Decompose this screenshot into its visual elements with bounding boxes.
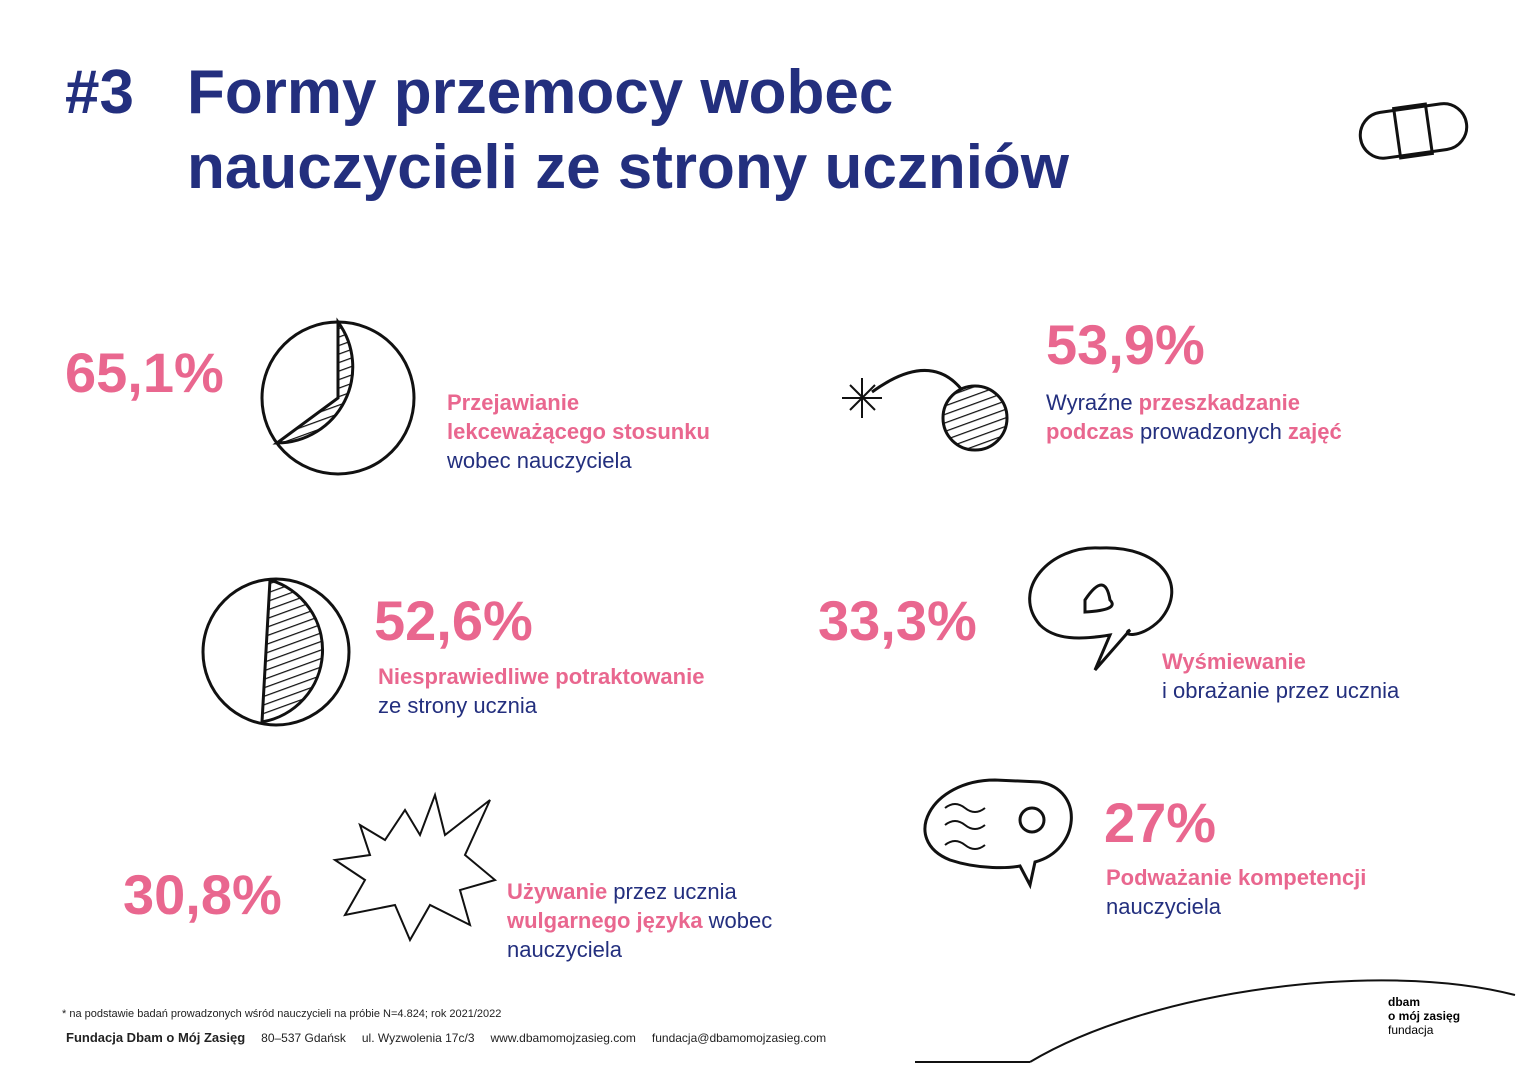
description-line: i obrażanie przez ucznia xyxy=(1162,676,1399,705)
email: fundacja@dbamomojzasieg.com xyxy=(651,1031,827,1045)
emphasis: Wyśmiewanie xyxy=(1162,649,1306,674)
description-line: nauczyciela xyxy=(507,935,772,964)
emphasis: zajęć xyxy=(1287,419,1342,444)
contact: Fundacja Dbam o Mój Zasięg 80–537 Gdańsk u… xyxy=(66,1030,842,1045)
title: Formy przemocy wobec xyxy=(187,58,894,127)
description-line: Podważanie kompetencji xyxy=(1106,863,1366,892)
street: ul. Wyzwolenia 17c/3 xyxy=(361,1031,475,1045)
percent: 53,9% xyxy=(1046,313,1205,376)
logo-text: fundacja xyxy=(1388,1023,1434,1037)
postal: 80–537 Gdańsk xyxy=(261,1031,346,1045)
title: nauczycieli ze strony uczniów xyxy=(187,131,1069,205)
description-line: wobec nauczyciela xyxy=(447,446,710,475)
description: Przejawianie lekceważącego stosunku wobec … xyxy=(447,388,710,475)
logo-text: o mój zasięg xyxy=(1388,1009,1461,1023)
text: prowadzonych xyxy=(1140,419,1282,444)
description: Podważanie kompetencji nauczyciela xyxy=(1106,863,1366,921)
text: i obrażanie przez ucznia xyxy=(1162,678,1400,703)
emphasis: Niesprawiedliwe potraktowanie xyxy=(378,664,705,689)
title-bold: nauczycieli xyxy=(187,133,518,202)
description: Wyraźne przeszkadzanie podczas prowadzonych… xyxy=(1046,388,1342,446)
percent: 30,8% xyxy=(123,863,282,926)
section-number: #3 xyxy=(65,58,134,127)
logo-text: dbam xyxy=(1388,995,1421,1009)
text: wobec xyxy=(708,908,773,933)
emphasis: Podważanie kompetencji xyxy=(1106,865,1367,890)
website: www.dbamomojzasieg.com xyxy=(490,1031,636,1045)
description: Wyśmiewanie i obrażanie przez ucznia xyxy=(1162,647,1399,705)
title-rest: ze strony uczniów xyxy=(535,133,1070,202)
percent: 52,6% xyxy=(374,589,533,652)
description-line: Niesprawiedliwe potraktowanie xyxy=(378,662,704,691)
description-line: Przejawianie xyxy=(447,388,710,417)
percent: 65,1% xyxy=(65,341,224,404)
description-line: Wyśmiewanie xyxy=(1162,647,1399,676)
text: przez ucznia xyxy=(613,879,737,904)
text: nauczyciela xyxy=(1106,894,1221,919)
emphasis: podczas xyxy=(1046,419,1135,444)
description-line: podczas prowadzonych zajęć xyxy=(1046,417,1342,446)
description: Niesprawiedliwe potraktowanie ze strony u… xyxy=(378,662,704,720)
description-line: Używanie przez ucznia xyxy=(507,877,772,906)
organization: Fundacja Dbam o Mój Zasięg xyxy=(66,1030,246,1045)
emphasis: wulgarnego języka xyxy=(507,908,703,933)
description-line: ze strony ucznia xyxy=(378,691,704,720)
footnote: * na podstawie badań prowadzonych wśród … xyxy=(62,1008,502,1020)
text: ze strony ucznia xyxy=(378,693,537,718)
emphasis: przeszkadzanie xyxy=(1138,390,1301,415)
description-line: nauczyciela xyxy=(1106,892,1366,921)
text: Wyraźne xyxy=(1046,390,1133,415)
text: nauczyciela xyxy=(507,937,622,962)
emphasis: lekceważącego stosunku xyxy=(447,419,710,444)
description-line: Wyraźne przeszkadzanie xyxy=(1046,388,1342,417)
description-line: lekceważącego stosunku xyxy=(447,417,710,446)
emphasis: Przejawianie xyxy=(447,390,580,415)
percent: 33,3% xyxy=(818,589,977,652)
text: wobec nauczyciela xyxy=(447,448,632,473)
description-line: wulgarnego języka wobec xyxy=(507,906,772,935)
logo: dbam o mój zasięg fundacja xyxy=(1388,995,1460,1037)
percent: 27% xyxy=(1104,791,1217,854)
description: Używanie przez ucznia wulgarnego języka wob… xyxy=(507,877,772,964)
emphasis: Używanie xyxy=(507,879,608,904)
